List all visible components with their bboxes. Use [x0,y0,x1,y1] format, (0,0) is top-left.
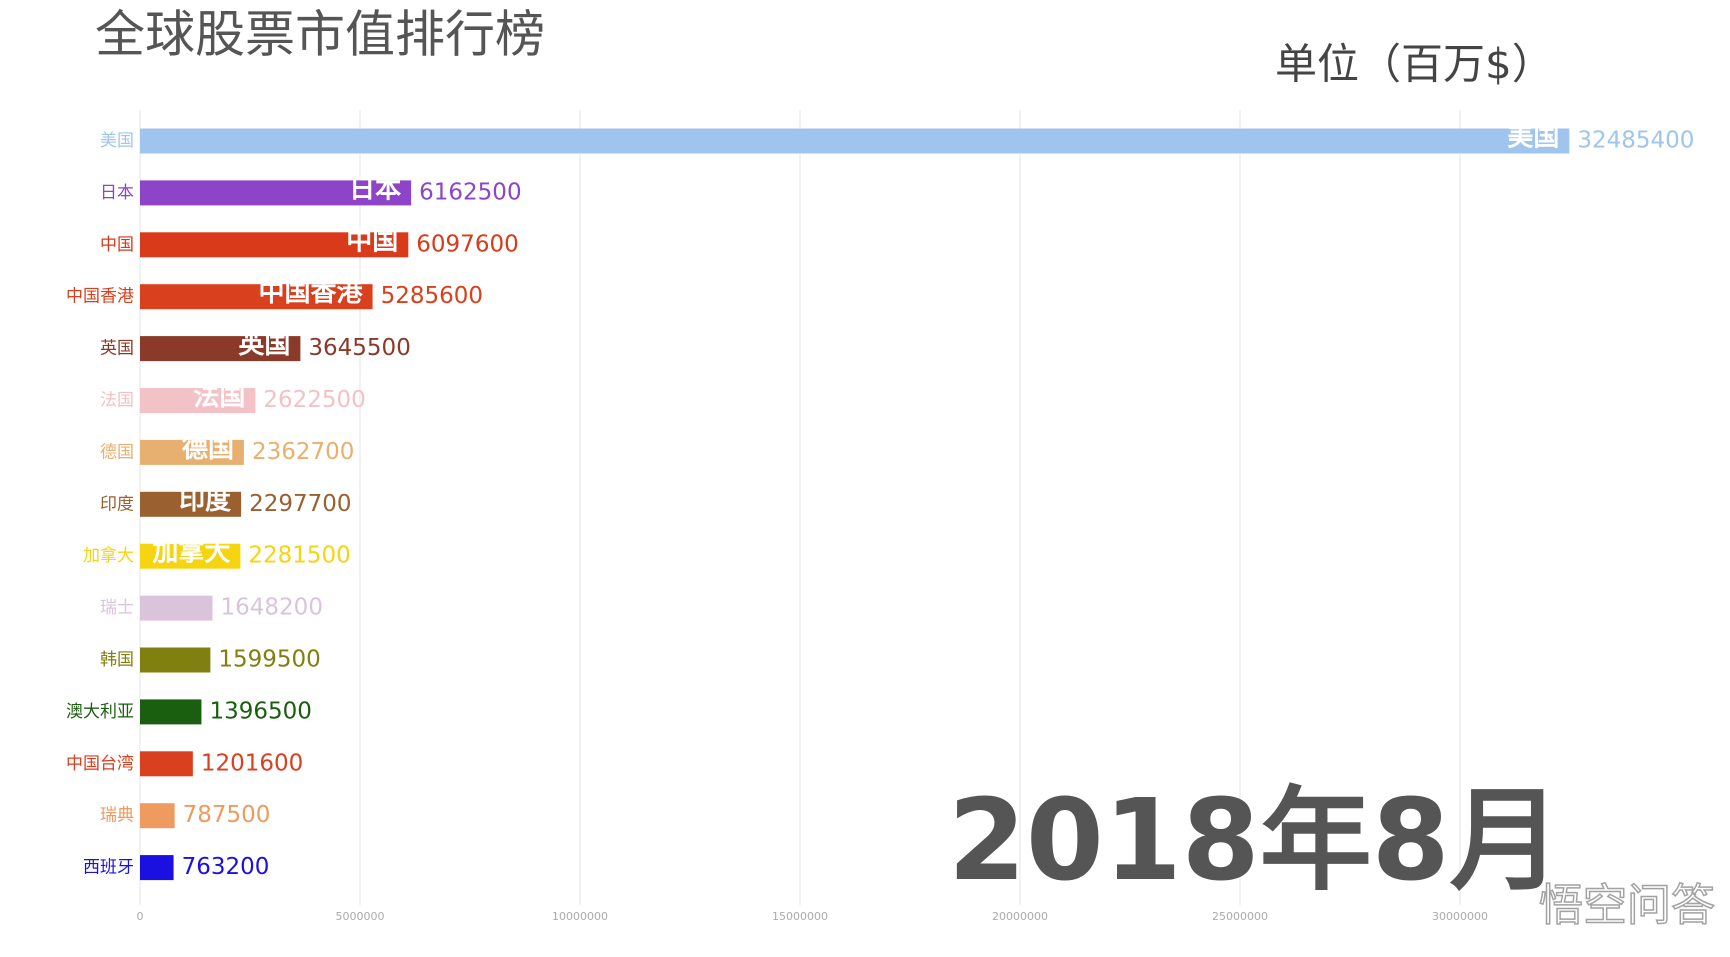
bar [140,699,202,725]
unit-label: 单位（百万$） [1275,40,1554,89]
y-tick-label: 法国 [100,391,134,411]
x-tick-label: 0 [137,910,144,923]
y-tick-label: 德国 [100,442,134,462]
value-label: 3645500 [308,335,410,361]
bar [140,647,211,673]
y-tick-label: 英国 [100,339,134,359]
value-label: 2622500 [263,387,365,413]
y-tick-label: 澳大利亚 [66,702,134,722]
bar [140,180,412,206]
y-tick-label: 瑞士 [100,598,134,618]
bar-inner-label: 美国 [1507,122,1559,153]
y-tick-label: 美国 [100,131,134,151]
bar-inner-label: 英国 [238,330,290,360]
date-label: 2018年8月 [948,776,1562,906]
bar-inner-label: 法国 [193,382,245,412]
value-label: 1599500 [218,647,320,673]
bar-inner-label: 加拿大 [152,537,230,568]
bar [140,751,193,777]
bar [140,336,301,362]
value-label: 2281500 [248,543,350,569]
value-label: 6162500 [419,179,521,205]
bar [140,284,373,310]
value-label: 2362700 [252,439,354,465]
value-label: 1201600 [201,750,303,776]
y-tick-label: 加拿大 [83,545,134,566]
y-tick-label: 中国 [100,235,134,255]
y-tick-label: 西班牙 [83,858,134,878]
value-label: 5285600 [381,283,483,309]
chart-title: 全球股票市值排行榜 [95,6,545,64]
x-tick-label: 25000000 [1212,910,1268,923]
value-label: 1396500 [209,698,311,724]
bar [140,232,409,258]
bar-inner-label: 德国 [182,434,234,464]
bar [140,491,242,517]
bar [140,803,175,829]
x-tick-label: 5000000 [336,910,385,923]
y-tick-label: 瑞典 [100,806,134,826]
bar-inner-label: 日本 [349,174,401,204]
bar [140,855,174,881]
watermark: 悟空问答 [1539,880,1715,931]
bar [140,595,213,621]
bar [140,543,241,569]
bar [140,439,244,465]
bar-inner-label: 中国 [346,226,398,256]
value-label: 32485400 [1577,128,1694,154]
bar [140,388,256,413]
value-label: 6097600 [416,231,518,257]
x-tick-label: 15000000 [772,910,828,923]
value-label: 787500 [183,802,271,828]
x-tick-label: 30000000 [1432,910,1488,923]
value-label: 1648200 [221,595,323,621]
value-label: 2297700 [249,491,351,517]
bar-inner-label: 中国香港 [259,278,364,308]
y-tick-label: 中国台湾 [66,754,134,774]
y-tick-label: 日本 [100,183,134,203]
y-tick-label: 韩国 [100,650,134,670]
value-label: 763200 [182,854,270,880]
bar-inner-label: 印度 [179,485,231,516]
bar [140,128,1570,154]
y-tick-label: 中国香港 [66,287,134,307]
y-tick-label: 印度 [100,494,134,514]
x-tick-label: 20000000 [992,910,1048,923]
x-tick-label: 10000000 [552,910,608,923]
